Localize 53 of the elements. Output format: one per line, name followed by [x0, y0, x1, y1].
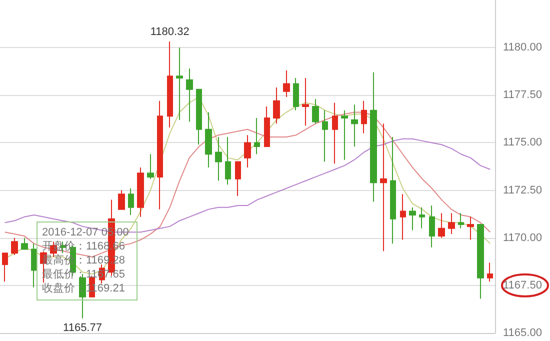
y-tick-label: 1170.00 [503, 232, 542, 244]
annotation: 1165.77 [63, 322, 102, 334]
candlestick [322, 110, 328, 162]
y-tick-label: 1167.50 [503, 279, 542, 292]
candlestick [361, 100, 367, 134]
candlestick [157, 100, 163, 210]
candlestick [429, 205, 435, 248]
candlestick [477, 224, 484, 300]
y-tick-label: 1165.00 [503, 327, 542, 339]
candlestick [196, 88, 202, 146]
candlestick [283, 70, 290, 98]
candlestick [137, 166, 144, 218]
candlestick [293, 78, 299, 111]
y-tick-label: 1177.50 [503, 89, 542, 102]
candlestick [225, 136, 231, 186]
candlestick [380, 123, 387, 252]
candlestick [273, 87, 280, 124]
candlestick [21, 237, 28, 250]
candlestick [2, 252, 8, 282]
candlestick [176, 47, 183, 120]
candlestick [467, 216, 474, 240]
candlestick [302, 78, 309, 126]
candlestick [448, 212, 455, 235]
candlestick [370, 72, 377, 202]
candlestick [419, 206, 425, 229]
y-tick-label: 1180.00 [503, 42, 542, 54]
candlestick [215, 136, 222, 182]
candlestick [147, 154, 154, 180]
candlestick [341, 110, 348, 160]
candlestick [186, 68, 193, 122]
candlestick [264, 106, 270, 148]
candlestick [487, 262, 493, 282]
candlestick [400, 194, 406, 240]
candlestick [458, 212, 464, 229]
candlestick [167, 40, 173, 128]
candlestick [79, 274, 86, 319]
candlestick [312, 98, 319, 124]
candlestick [31, 243, 37, 288]
candlestick [390, 136, 396, 244]
candlestick [438, 212, 445, 238]
candlestick [254, 117, 260, 155]
candlestick [332, 102, 338, 164]
candlestick [205, 112, 212, 168]
annotation: 1180.32 [150, 26, 190, 38]
candlestick [409, 206, 416, 231]
candlestick [244, 134, 251, 168]
y-tick-label: 1172.50 [503, 184, 542, 196]
candlestick [118, 190, 125, 210]
candlestick [351, 104, 358, 148]
candlestick [128, 188, 134, 216]
candlestick [235, 161, 241, 196]
candlestick [11, 237, 18, 256]
y-tick-label: 1175.00 [503, 136, 542, 149]
